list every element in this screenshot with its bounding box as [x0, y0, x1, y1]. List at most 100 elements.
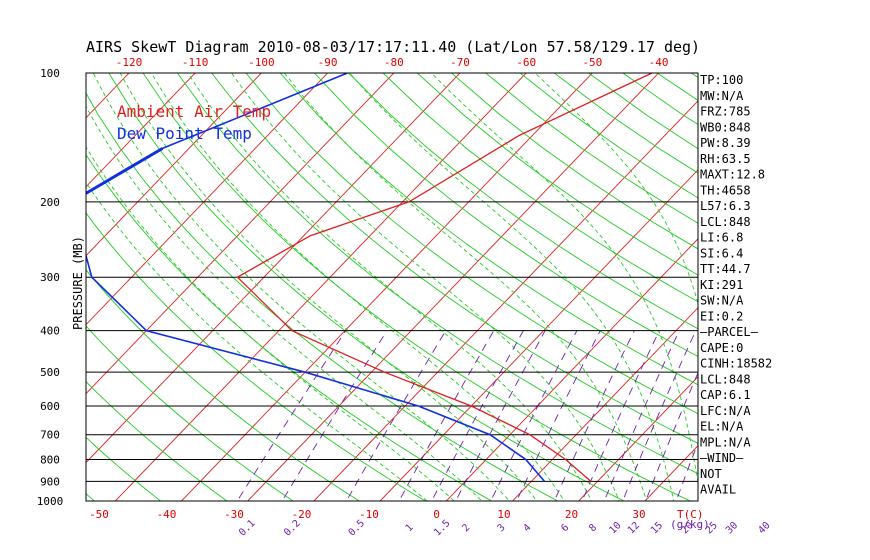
moist-adiabat-line — [151, 73, 565, 501]
mixing-ratio-line — [398, 330, 495, 501]
moist-adiabat-line — [86, 181, 428, 501]
mixing-ratio-tick-label: 0.2 — [282, 518, 303, 539]
chart-title: AIRS SkewT Diagram 2010-08-03/17:17:11.4… — [86, 38, 700, 56]
isotherm-line — [86, 73, 395, 395]
dry-adiabat-line — [211, 73, 698, 444]
mixing-ratio-line — [603, 330, 680, 501]
isotherm-line — [86, 73, 461, 464]
dry-adiabat-line — [86, 153, 493, 501]
top-temp-tick-label: -60 — [516, 56, 536, 69]
moist-adiabat-line — [187, 73, 593, 501]
isotherm-line — [0, 63, 6, 510]
pressure-tick-label: 700 — [40, 429, 60, 442]
mixing-ratio-tick-label: 6 — [559, 522, 571, 534]
bottom-temp-labels: -50 -40 -30 -20 -10 0 10 20 30 — [89, 508, 646, 521]
top-temp-tick-label: -100 — [248, 56, 275, 69]
mixing-ratio-tick-label: 30 — [724, 520, 740, 536]
index-item: –PARCEL– — [700, 325, 759, 339]
mixing-ratio-line — [281, 330, 388, 501]
pressure-tick-label: 600 — [40, 400, 60, 413]
moist-adiabat-line — [86, 105, 483, 501]
isotherm-line — [769, 63, 870, 510]
top-temp-labels: -120 -110 -100 -90 -80 -70 -60 -50 -40 — [116, 56, 669, 69]
mixing-ratio-line — [431, 330, 524, 501]
moist-adiabat-line — [231, 73, 620, 501]
legend-entry: Dew Point Temp — [117, 124, 252, 143]
pressure-tick-label: 300 — [40, 271, 60, 284]
moist-adiabat-line — [534, 73, 698, 306]
moist-adiabat-line — [349, 73, 675, 501]
index-item: CAPE:0 — [700, 341, 743, 355]
dry-adiabat-line — [348, 73, 698, 330]
dry-adiabat-line — [142, 73, 692, 501]
mixing-ratio-tick-label: 8 — [587, 522, 599, 534]
moist-adiabat-line — [119, 73, 538, 501]
index-item: KI:291 — [700, 278, 743, 292]
index-item: TH:4658 — [700, 183, 751, 197]
dry-adiabat-line — [177, 73, 698, 475]
isotherm-line — [86, 73, 263, 257]
dry-adiabat-line — [86, 380, 228, 501]
index-item: CINH:18582 — [700, 357, 772, 371]
mixing-ratio-tick-label: 15 — [649, 520, 665, 536]
mixing-ratio-tick-label: 40 — [756, 520, 772, 536]
grid-lines — [0, 63, 870, 510]
index-item: EL:N/A — [700, 420, 744, 434]
index-item: WB0:848 — [700, 120, 751, 134]
mixing-ratio-tick-label: 1.5 — [432, 518, 453, 539]
index-item: SW:N/A — [700, 294, 744, 308]
index-item: RH:63.5 — [700, 152, 751, 166]
dry-adiabat-line — [416, 73, 698, 276]
index-item: TT:44.7 — [700, 262, 751, 276]
mixing-ratio-line — [581, 330, 660, 501]
temp-unit-label: T(C) — [677, 508, 704, 521]
index-item: LFC:N/A — [700, 404, 751, 418]
moist-adiabat-line — [283, 73, 648, 501]
isotherm-line — [445, 238, 698, 501]
profile-line-ambient-temp — [236, 73, 653, 482]
mixing-ratio-line — [455, 330, 546, 501]
mixing-ratio-line — [622, 330, 697, 501]
dry-adiabat-line — [86, 212, 427, 501]
top-temp-tick-label: -120 — [116, 56, 143, 69]
top-temp-tick-label: -70 — [450, 56, 470, 69]
moist-adiabat-line — [86, 146, 455, 501]
index-item: LI:6.8 — [700, 231, 743, 245]
index-item: PW:8.39 — [700, 136, 751, 150]
dry-adiabat-line — [656, 73, 698, 102]
bottom-temp-tick-label: -40 — [157, 508, 177, 521]
index-item: NOT — [700, 467, 722, 481]
index-item: L57:6.3 — [700, 199, 751, 213]
dry-adiabat-line — [382, 73, 698, 303]
mixing-ratio-line — [516, 330, 601, 501]
top-temp-tick-label: -80 — [384, 56, 404, 69]
index-item: EI:0.2 — [700, 309, 743, 323]
pressure-tick-label: 100 — [40, 67, 60, 80]
bottom-temp-tick-label: -30 — [224, 508, 244, 521]
pressure-tick-label: 1000 — [37, 495, 64, 508]
pressure-tick-label: 500 — [40, 366, 60, 379]
index-item: MW:N/A — [700, 89, 744, 103]
legend-entry: Ambient Air Temp — [117, 102, 271, 121]
isotherm-line — [511, 307, 698, 501]
legend: Ambient Air Temp Dew Point Temp — [117, 102, 271, 143]
isotherm-line — [835, 63, 870, 510]
pressure-tick-label: 800 — [40, 454, 60, 467]
dry-adiabat-line — [314, 73, 698, 357]
isotherm-line — [114, 73, 527, 501]
bottom-temp-tick-label: -10 — [359, 508, 379, 521]
mixing-ratio-tick-label: 12 — [626, 520, 642, 536]
mixing-ratio-tick-label: 0.5 — [347, 518, 368, 539]
top-temp-tick-label: -110 — [182, 56, 209, 69]
index-item: –WIND– — [700, 451, 744, 465]
pressure-tick-label: 900 — [40, 475, 60, 488]
mixing-ratio-tick-label: 0.1 — [237, 518, 258, 539]
bottom-temp-tick-label: -50 — [89, 508, 109, 521]
pressure-tick-label: 400 — [40, 325, 60, 338]
dry-adiabat-line — [86, 92, 559, 501]
index-item: MAXT:12.8 — [700, 168, 765, 182]
bottom-temp-tick-label: 0 — [433, 508, 440, 521]
moist-adiabat-line — [92, 73, 510, 501]
